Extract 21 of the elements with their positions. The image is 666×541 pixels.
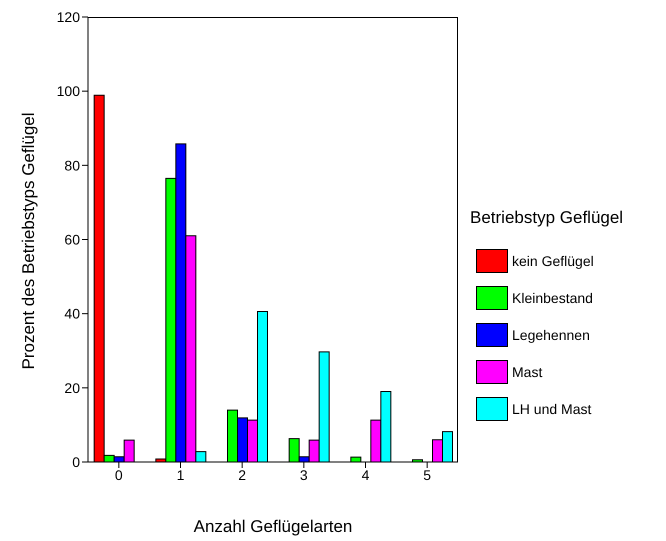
legend-label: LH und Mast: [512, 400, 592, 416]
y-tick-label: 80: [64, 157, 80, 174]
legend-label: Kleinbestand: [512, 290, 593, 306]
y-tick-label: 40: [64, 306, 80, 322]
y-tick-label: 120: [56, 8, 80, 25]
legend-label: kein Geflügel: [512, 252, 594, 268]
legend-label: Legehennen: [512, 326, 590, 342]
legend-label: Mast: [512, 364, 542, 380]
x-tick-label: 2: [238, 466, 246, 483]
x-tick-label: 0: [114, 466, 123, 483]
x-tick-label: 4: [362, 466, 370, 483]
y-axis-title: Prozent des Betriebstyps Geflügel: [19, 112, 38, 370]
x-tick-label: 5: [423, 466, 432, 483]
y-tick-label: 20: [64, 380, 80, 396]
y-tick-label: 0: [72, 454, 80, 470]
y-tick-label: 60: [64, 231, 80, 248]
x-axis-title: Anzahl Geflügelarten: [194, 517, 352, 536]
x-tick-label: 1: [176, 466, 185, 483]
x-tick-label: 3: [300, 466, 308, 483]
legend-title: Betriebstyp Geflügel: [470, 208, 624, 228]
y-tick-label: 100: [56, 83, 80, 100]
